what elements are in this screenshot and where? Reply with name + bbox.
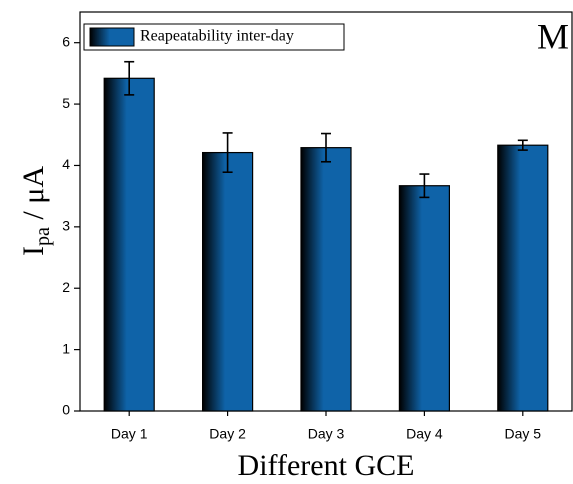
annotation: M xyxy=(537,16,569,56)
bar xyxy=(300,147,352,412)
error-bar xyxy=(321,132,331,163)
error-bar xyxy=(222,132,233,174)
x-tick-label: Day 2 xyxy=(209,426,246,442)
y-tick-label: 4 xyxy=(62,156,70,172)
error-bar xyxy=(124,60,135,96)
bar xyxy=(497,144,549,412)
y-title-main: I xyxy=(17,246,50,256)
y-tick-label: 5 xyxy=(62,95,70,111)
error-bar xyxy=(517,139,528,151)
y-tick-label: 1 xyxy=(62,340,70,356)
y-tick-label: 6 xyxy=(62,33,70,49)
y-tick-label: 0 xyxy=(62,402,70,418)
legend-label: Reapeatability inter-day xyxy=(140,28,294,45)
y-axis-title: Ipa / μA xyxy=(17,166,54,256)
bar xyxy=(103,77,155,412)
y-title-rest: / μA xyxy=(17,166,50,227)
bar xyxy=(202,151,254,412)
legend-swatch xyxy=(89,27,135,47)
y-title-sub: pa xyxy=(32,227,54,246)
x-tick-label: Day 4 xyxy=(406,426,443,442)
y-tick-label: 2 xyxy=(62,279,70,295)
bar xyxy=(398,185,450,412)
x-tick-label: Day 5 xyxy=(505,426,542,442)
x-axis-title: Different GCE xyxy=(238,449,415,482)
y-tick-label: 3 xyxy=(62,218,70,234)
x-tick-label: Day 3 xyxy=(308,426,345,442)
error-bar xyxy=(419,173,430,199)
x-tick-label: Day 1 xyxy=(111,426,148,442)
